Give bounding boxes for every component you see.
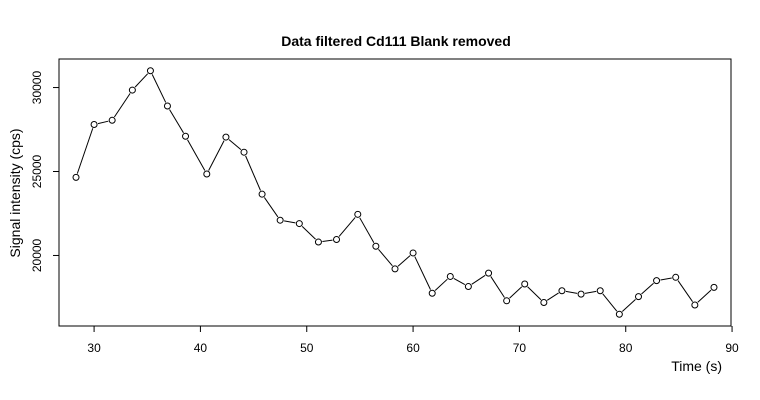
x-axis-label: Time (s) [671, 358, 722, 374]
series-line-segment [151, 74, 167, 103]
x-tick-label: 30 [87, 341, 101, 355]
data-point [240, 148, 248, 156]
data-point [163, 102, 171, 110]
data-point [446, 272, 454, 280]
y-tick-label: 20000 [30, 238, 44, 272]
plot-frame [58, 58, 732, 327]
series-line-segment [565, 290, 578, 294]
series-line-segment [97, 120, 109, 125]
data-point [409, 249, 417, 257]
data-point [391, 265, 399, 273]
data-point [615, 310, 623, 318]
series-line-segment [187, 139, 206, 171]
data-point [540, 298, 548, 306]
series-line-segment [263, 197, 279, 218]
series-line-segment [134, 73, 149, 88]
series-line-segment [471, 274, 486, 285]
data-point [295, 220, 303, 228]
y-tick-label: 25000 [30, 155, 44, 189]
x-tick-label: 80 [619, 341, 633, 355]
series-line-segment [453, 277, 466, 286]
series-line-segment [113, 93, 131, 118]
data-point [653, 277, 661, 285]
data-point [222, 133, 230, 141]
series-line-segment [378, 248, 393, 267]
series-line-segment [490, 276, 505, 298]
data-point [258, 190, 266, 198]
data-point [577, 290, 585, 298]
series-line-segment [245, 155, 261, 191]
data-point [672, 273, 680, 281]
series-line-segment [359, 217, 375, 244]
data-point [596, 287, 604, 295]
x-tick-label: 50 [300, 341, 314, 355]
series-line-segment [397, 255, 411, 267]
series-line-segment [527, 286, 542, 301]
data-point [203, 170, 211, 178]
series-line-segment [660, 277, 672, 281]
series-line-segment [602, 293, 618, 312]
data-point [128, 86, 136, 94]
series-line-segment [509, 286, 523, 299]
data-point [314, 238, 322, 246]
series-line-segment [677, 280, 693, 303]
data-point [354, 210, 362, 218]
series-line-segment [414, 256, 431, 290]
data-point [558, 287, 566, 295]
series-line-segment [322, 239, 333, 242]
y-tick-label: 30000 [30, 71, 44, 105]
x-axis: 30 40 50 60 70 80 90 [87, 326, 739, 355]
data-point [485, 269, 493, 277]
data-point [503, 297, 511, 305]
x-tick-label: 60 [406, 341, 420, 355]
data-point [634, 293, 642, 301]
series-line-segment [546, 292, 559, 301]
x-tick-label: 90 [725, 341, 739, 355]
x-tick-label: 40 [194, 341, 208, 355]
series-line-segment [228, 139, 242, 151]
data-point [72, 173, 80, 181]
series-line-segment [584, 290, 597, 294]
data-point [90, 120, 98, 128]
series-line-segment [301, 225, 316, 240]
series-line-segment [621, 298, 636, 312]
series-line-segment [434, 278, 448, 291]
data-point [710, 283, 718, 291]
data-point [372, 242, 380, 250]
series-line-segment [169, 109, 184, 134]
data-point [428, 289, 436, 297]
series-line-segment [641, 282, 654, 295]
chart-title: Data filtered Cd111 Blank removed [281, 33, 511, 49]
series-line-segment [208, 140, 225, 171]
series-line-segment [76, 128, 94, 174]
series-line-segment [697, 289, 712, 303]
data-point [146, 67, 154, 75]
data-point [108, 116, 116, 124]
data-point [464, 283, 472, 291]
x-tick-label: 70 [513, 341, 527, 355]
y-axis-label: Signal intensity (cps) [7, 128, 23, 257]
data-point [182, 132, 190, 140]
data-point [333, 236, 341, 244]
data-point [276, 216, 284, 224]
plot-area [72, 67, 718, 318]
y-axis: 20000 25000 30000 [30, 71, 59, 272]
data-point [521, 280, 529, 288]
series-line-segment [338, 217, 356, 237]
data-point [691, 301, 699, 309]
series-line-segment [284, 220, 296, 224]
